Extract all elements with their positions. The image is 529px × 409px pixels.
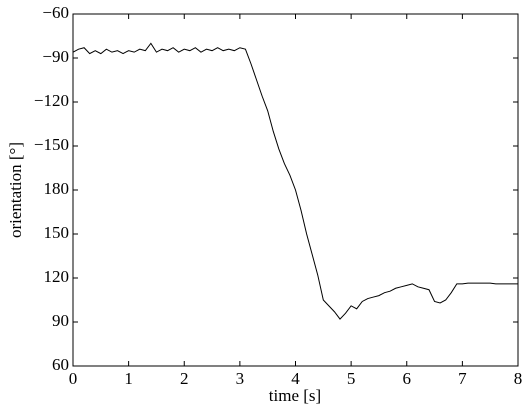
x-tick-label: 4 [291, 369, 300, 388]
x-tick-label: 6 [403, 369, 412, 388]
x-axis-label: time [s] [269, 386, 321, 405]
x-tick-label: 0 [69, 369, 78, 388]
x-tick-label: 8 [514, 369, 523, 388]
y-tick-label: 150 [44, 223, 70, 242]
x-tick-label: 3 [236, 369, 245, 388]
y-tick-label: −60 [42, 3, 69, 22]
x-tick-label: 2 [180, 369, 189, 388]
y-tick-label: 90 [52, 311, 69, 330]
y-tick-label: 120 [44, 267, 70, 286]
y-tick-label: 180 [44, 179, 70, 198]
y-tick-label: −150 [34, 135, 69, 154]
x-tick-label: 7 [458, 369, 467, 388]
x-tick-label: 1 [124, 369, 133, 388]
y-tick-label: −90 [42, 47, 69, 66]
y-axis-label: orientation [°] [6, 142, 25, 238]
y-tick-label: −120 [34, 91, 69, 110]
x-tick-label: 5 [347, 369, 356, 388]
y-tick-label: 60 [52, 355, 69, 374]
data-line [72, 42, 518, 320]
